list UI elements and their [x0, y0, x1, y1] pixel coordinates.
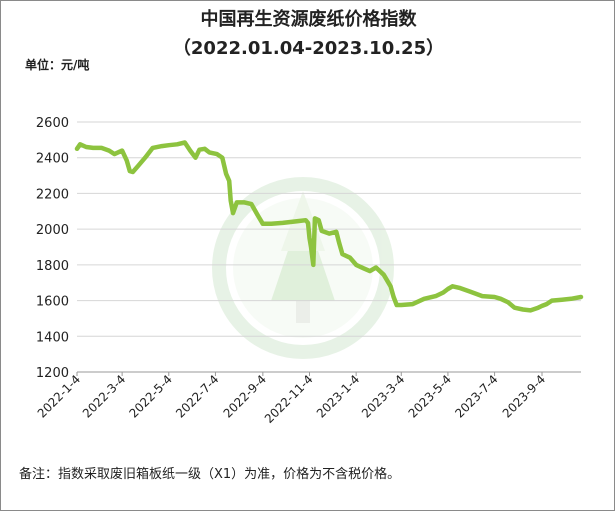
x-tick-label: 2023-3-4 — [359, 372, 407, 420]
y-tick-label: 1600 — [36, 295, 69, 310]
x-tick-label: 2023-7-4 — [452, 372, 500, 420]
unit-label: 单位：元/吨 — [25, 58, 90, 72]
y-tick-label: 2000 — [36, 223, 69, 238]
y-tick-label: 2600 — [36, 116, 69, 131]
price-index-line — [74, 140, 584, 313]
x-tick-label: 2022-5-4 — [126, 372, 174, 420]
y-tick-label: 2400 — [36, 152, 69, 167]
watermark-logo — [212, 177, 394, 359]
gridlines — [77, 121, 581, 373]
x-tick-label: 2022-11-4 — [262, 372, 316, 426]
x-tick-label: 2023-5-4 — [406, 372, 454, 420]
y-axis: 1200 1400 1600 1800 2000 2200 2400 2600 — [36, 116, 69, 381]
y-tick-label: 2200 — [36, 187, 69, 202]
y-tick-label: 1400 — [36, 330, 69, 345]
chart-title: 中国再生资源废纸价格指数 — [200, 9, 417, 30]
x-tick-label: 2023-9-4 — [500, 372, 548, 420]
y-tick-label: 1200 — [36, 366, 69, 381]
x-tick-label: 2023-1-4 — [314, 372, 362, 420]
x-tick-label: 2022-9-4 — [221, 372, 269, 420]
footnote: 备注：指数采取废旧箱板纸一级（X1）为准，价格为不含税价格。 — [19, 467, 401, 482]
x-tick-label: 2022-3-4 — [80, 372, 128, 420]
y-tick-label: 1800 — [36, 259, 69, 274]
x-tick-label: 2022-7-4 — [173, 372, 221, 420]
chart-subtitle: （2022.01.04-2023.10.25） — [172, 38, 445, 59]
